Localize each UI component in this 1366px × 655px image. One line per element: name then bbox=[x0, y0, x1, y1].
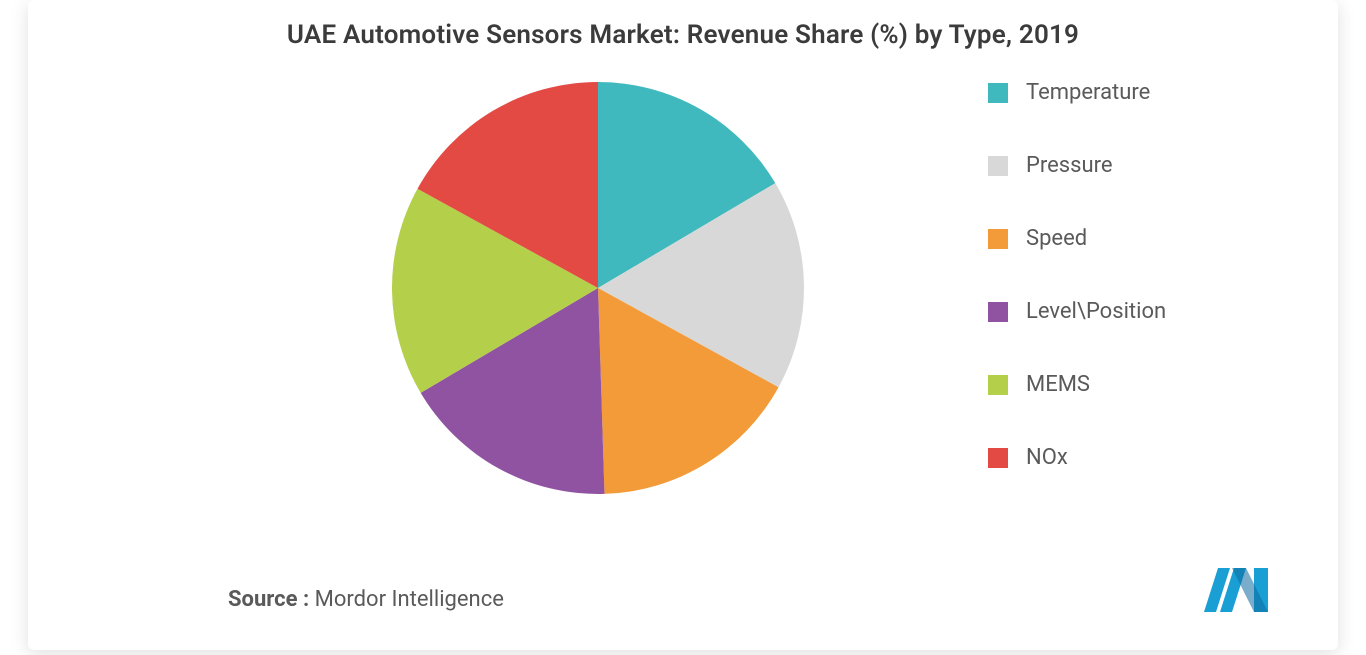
legend-item: Temperature bbox=[988, 80, 1166, 105]
legend: Temperature Pressure Speed Level\Position ME… bbox=[988, 80, 1166, 470]
legend-item: MEMS bbox=[988, 372, 1166, 397]
legend-swatch bbox=[988, 302, 1008, 322]
legend-label: Temperature bbox=[1026, 80, 1150, 105]
legend-label: Pressure bbox=[1026, 153, 1113, 178]
legend-swatch bbox=[988, 83, 1008, 103]
legend-swatch bbox=[988, 229, 1008, 249]
legend-swatch bbox=[988, 448, 1008, 468]
legend-label: MEMS bbox=[1026, 372, 1090, 397]
source-value: Mordor Intelligence bbox=[315, 587, 504, 612]
legend-swatch bbox=[988, 156, 1008, 176]
pie-chart bbox=[388, 78, 808, 498]
legend-item: NOx bbox=[988, 445, 1166, 470]
legend-label: NOx bbox=[1026, 445, 1068, 470]
brand-logo bbox=[1198, 560, 1288, 620]
source-line: Source : Mordor Intelligence bbox=[228, 587, 504, 612]
source-label: Source : bbox=[228, 587, 309, 612]
chart-card: UAE Automotive Sensors Market: Revenue S… bbox=[28, 0, 1338, 650]
legend-item: Speed bbox=[988, 226, 1166, 251]
legend-swatch bbox=[988, 375, 1008, 395]
legend-item: Level\Position bbox=[988, 299, 1166, 324]
chart-title: UAE Automotive Sensors Market: Revenue S… bbox=[28, 20, 1338, 50]
legend-item: Pressure bbox=[988, 153, 1166, 178]
legend-label: Level\Position bbox=[1026, 299, 1166, 324]
legend-label: Speed bbox=[1026, 226, 1087, 251]
